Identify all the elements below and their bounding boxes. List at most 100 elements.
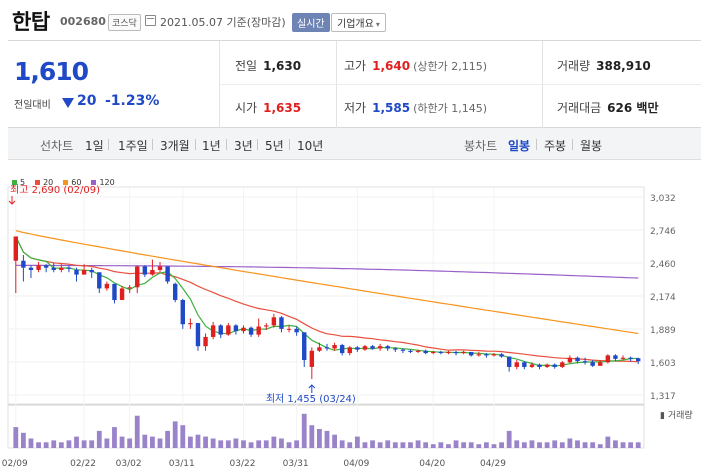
high-label: 고가 — [344, 59, 367, 73]
period-1w[interactable]: 1주일 — [118, 139, 148, 153]
volume-bar — [620, 442, 626, 448]
candle-body — [66, 267, 72, 269]
volume-bar — [96, 430, 102, 448]
volume-bar — [119, 436, 125, 448]
amount-label: 거래대금 — [557, 101, 602, 115]
volume-bar — [271, 436, 277, 448]
realtime-button[interactable]: 실시간 — [292, 13, 330, 32]
volume-bar — [438, 442, 444, 448]
divider — [152, 139, 153, 150]
volume-bar — [347, 442, 353, 448]
volume-bar — [453, 440, 459, 448]
candle-body — [135, 266, 140, 288]
candle-body — [294, 328, 299, 333]
volume-bar — [28, 438, 34, 448]
volume-bar — [529, 440, 535, 448]
volume-bar — [392, 442, 398, 448]
down-triangle-icon — [62, 98, 74, 108]
volume-bar — [400, 442, 406, 448]
volume-bar — [544, 442, 550, 448]
candle-body — [142, 266, 148, 275]
candle-body — [613, 355, 618, 359]
candle-body — [74, 269, 79, 275]
candle-daily[interactable]: 일봉 — [508, 139, 531, 153]
candle-body — [552, 364, 557, 367]
candle-body — [172, 283, 178, 300]
volume-bar — [499, 442, 504, 448]
candle-body — [347, 347, 352, 354]
divider — [536, 139, 537, 150]
candle-body — [271, 317, 277, 326]
x-tick-label: 04/20 — [419, 459, 445, 469]
x-tick-label: 04/09 — [343, 459, 369, 469]
x-tick-label: 04/29 — [480, 459, 506, 469]
volume-label: 거래량 — [557, 59, 591, 73]
period-1y[interactable]: 1년 — [202, 139, 221, 153]
candle-monthly[interactable]: 월봉 — [580, 139, 603, 153]
candle-body — [438, 351, 444, 354]
candle-body — [13, 236, 18, 261]
divider — [226, 139, 227, 150]
legend-ma120: 120 — [91, 178, 115, 187]
volume-bar — [203, 436, 208, 448]
prev-close-value: 1,630 — [263, 59, 302, 73]
candle-body — [560, 362, 565, 367]
period-3m[interactable]: 3개월 — [160, 139, 190, 153]
candle-weekly[interactable]: 주봉 — [544, 139, 567, 153]
candle-body — [256, 326, 261, 335]
x-tick-label: 03/02 — [116, 459, 142, 469]
stock-name: 한탑 — [12, 10, 50, 34]
volume-bar — [81, 440, 87, 448]
candle-body — [484, 354, 489, 356]
current-price-panel: 1,610 전일대비 20 -1.23% — [8, 41, 220, 128]
volume-bar — [317, 429, 322, 448]
period-3y[interactable]: 3년 — [234, 139, 253, 153]
legend-ma60-label: 60 — [71, 178, 82, 187]
amount-value: 626 백만 — [607, 101, 659, 115]
candle-body — [431, 351, 436, 354]
candle-body — [544, 364, 550, 367]
candle-body — [393, 348, 398, 350]
period-1d[interactable]: 1일 — [85, 139, 104, 153]
volume-bar — [370, 440, 375, 448]
period-5y[interactable]: 5년 — [265, 139, 284, 153]
candle-body — [59, 267, 64, 270]
divider — [108, 139, 109, 150]
volume-bar — [506, 430, 512, 448]
volume-bar — [309, 425, 315, 448]
legend-ma120-label: 120 — [99, 178, 115, 187]
volume-bar — [172, 421, 178, 448]
candle-body — [628, 357, 633, 359]
candle-chart-label: 봉차트 — [464, 139, 498, 153]
period-10y[interactable]: 10년 — [297, 139, 324, 153]
volume-bar — [446, 444, 451, 448]
volume-bar — [605, 436, 611, 448]
volume-bar — [491, 444, 497, 448]
upper-limit: (상한가 2,115) — [413, 60, 487, 73]
candle-body — [233, 325, 239, 332]
volume-bar — [180, 425, 186, 448]
volume-bar — [294, 440, 300, 448]
candle-body — [36, 265, 41, 270]
company-overview-button[interactable]: 기업개요 ▾ — [331, 13, 386, 32]
volume-bar — [575, 440, 580, 448]
legend-ma20-label: 20 — [43, 178, 54, 187]
high-price: 고가 1,640 (상한가 2,115) — [344, 57, 487, 74]
divider — [220, 84, 701, 85]
candle-body — [157, 266, 163, 270]
stock-chart[interactable]: 5 20 60 120 3,032 2,746 2,460 2,174 1,889 1,6… — [0, 170, 701, 475]
line-chart-label: 선차트 — [40, 139, 74, 153]
volume-bar — [628, 442, 634, 448]
legend-ma20: 20 — [35, 178, 53, 187]
volume-bar — [127, 438, 133, 448]
volume-bar — [613, 440, 618, 448]
quote-date: 2021.05.07 기준(장마감) — [160, 16, 286, 29]
candle-body — [408, 350, 413, 352]
candle-body — [529, 364, 535, 367]
candlestick-chart[interactable]: 3,032 2,746 2,460 2,174 1,889 1,603 1,317 02/09… — [0, 170, 701, 475]
y-tick-label: 3,032 — [650, 194, 676, 204]
change-percent: -1.23% — [105, 93, 160, 109]
volume-bar — [537, 442, 542, 448]
volume-bar — [134, 415, 140, 448]
candle-body — [97, 272, 102, 289]
